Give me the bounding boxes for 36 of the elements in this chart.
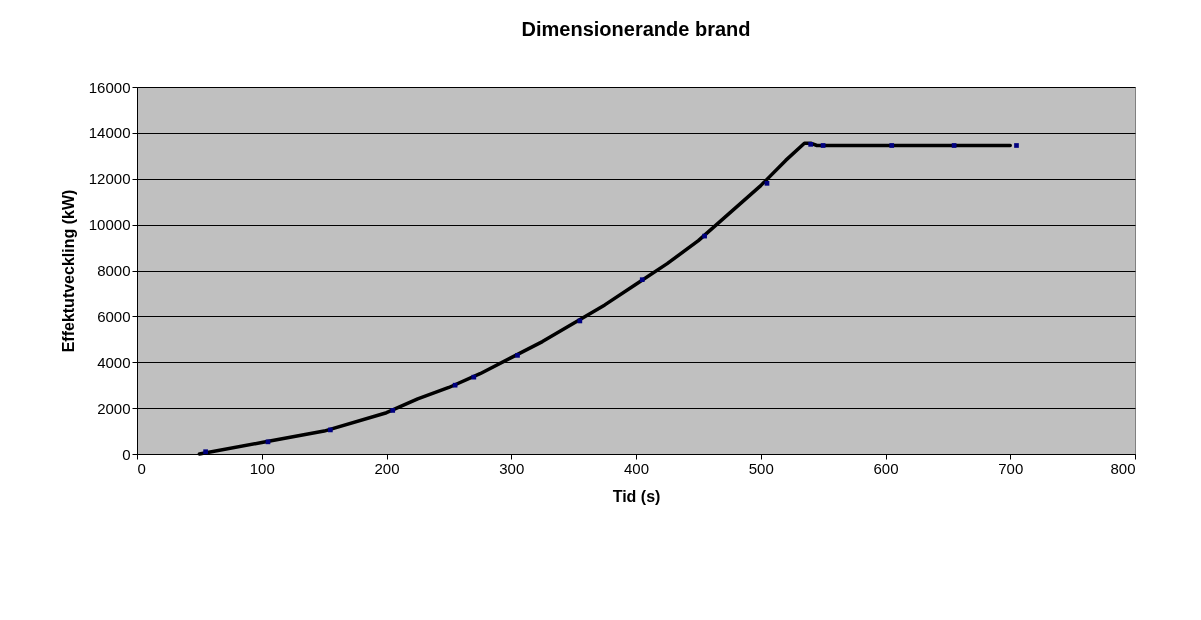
y-axis-title: Effektutveckling (kW): [59, 189, 77, 353]
x-tick-label: 700: [998, 459, 1024, 477]
point: [452, 382, 458, 388]
y-tick-label: 8000: [97, 262, 131, 279]
point: [1014, 143, 1019, 148]
chart-title: Dimensionerande brand: [521, 18, 751, 40]
y-tick-label: 16000: [88, 78, 131, 96]
y-tick-label: 2000: [97, 399, 131, 417]
x-tick-label: 300: [499, 459, 525, 477]
point: [820, 143, 826, 148]
point: [203, 449, 208, 455]
x-tick-label: 500: [748, 459, 774, 477]
y-tick-label: 10000: [88, 216, 131, 234]
x-tick-label: 800: [1110, 459, 1136, 477]
point: [889, 143, 895, 148]
point: [764, 180, 770, 186]
x-tick-label: 400: [623, 459, 650, 477]
point: [951, 143, 957, 148]
y-tick-label: 6000: [97, 307, 131, 325]
point: [515, 353, 520, 358]
y-tick-label: 12000: [88, 170, 131, 188]
x-tick-label: 100: [249, 459, 275, 477]
x-tick-label: 0: [137, 459, 146, 477]
y-tick-label: 0: [122, 445, 131, 463]
x-tick-label: 600: [873, 459, 899, 477]
point: [639, 277, 645, 283]
x-axis-title: Tid (s): [612, 487, 661, 505]
point: [390, 408, 396, 413]
x-tick-label: 200: [374, 459, 400, 477]
y-tick-label: 4000: [97, 353, 131, 371]
point: [328, 427, 333, 433]
point: [265, 439, 271, 445]
point: [702, 233, 707, 239]
y-tick-label: 14000: [88, 124, 131, 142]
point: [808, 142, 813, 147]
point: [471, 374, 477, 380]
